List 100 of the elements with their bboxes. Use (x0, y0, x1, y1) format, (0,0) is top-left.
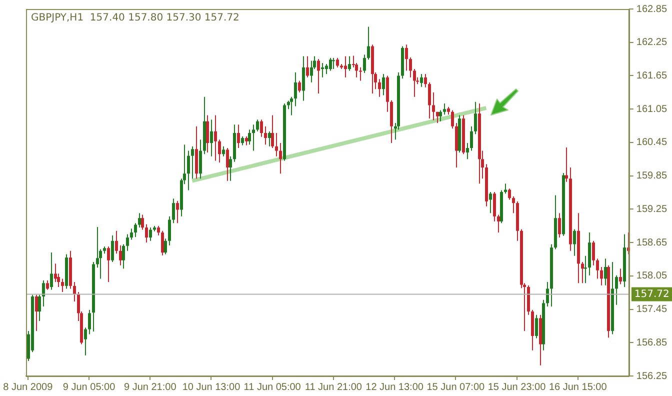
ref-line-label: 157.72 (634, 288, 670, 300)
candlestick (363, 54, 366, 74)
candlestick (382, 74, 385, 96)
candlestick (420, 74, 423, 88)
candlestick (439, 110, 442, 122)
candlestick (252, 124, 255, 152)
x-tick-label: 16 Jun 15:00 (548, 382, 608, 393)
candlestick (565, 146, 568, 182)
candlestick (275, 132, 278, 157)
candlestick (119, 244, 122, 266)
candlestick (493, 191, 496, 222)
x-tick-label: 8 Jun 2009 (3, 382, 54, 393)
candlestick (325, 64, 328, 75)
candlestick (600, 266, 603, 286)
candlestick (206, 114, 209, 153)
x-tick-label: 15 Jun 07:00 (426, 382, 485, 393)
candlestick (256, 119, 259, 132)
chart-title: GBPJPY,H1 157.40 157.80 157.30 157.72 (31, 12, 240, 24)
candlestick (332, 57, 335, 70)
candlestick (271, 114, 274, 149)
candlestick (157, 225, 160, 236)
candlestick (268, 130, 271, 147)
x-tick-label: 11 Jun 21:00 (304, 382, 362, 393)
candlestick (126, 234, 129, 252)
candlestick (260, 119, 263, 138)
candlestick (210, 119, 213, 157)
candlestick (290, 96, 293, 116)
candlestick (134, 222, 137, 238)
candlestick (35, 294, 38, 332)
candlestick (176, 200, 179, 224)
candlestick (581, 262, 584, 284)
x-tick-label: 11 Jun 05:00 (244, 382, 302, 393)
candlestick (237, 124, 240, 149)
candlestick (348, 56, 351, 72)
candlestick (191, 146, 194, 180)
candlestick (466, 142, 469, 160)
candlestick (264, 126, 267, 146)
candlestick (88, 309, 91, 335)
y-tick-label: 162.85 (636, 4, 668, 15)
y-tick-label: 161.05 (636, 104, 668, 115)
candlestick (294, 72, 297, 107)
candlestick (497, 214, 500, 234)
candlestick (619, 268, 622, 285)
candlestick (310, 60, 313, 83)
candlestick (317, 58, 320, 94)
candlestick (424, 74, 427, 88)
x-tick-label: 9 Jun 21:00 (124, 382, 177, 393)
candlestick (535, 314, 538, 339)
y-tick-label: 159.85 (636, 170, 668, 182)
y-tick-label: 159.25 (636, 204, 668, 215)
candlestick (42, 280, 45, 307)
x-tick-label: 15 Jun 23:00 (488, 382, 546, 393)
candlestick (302, 56, 305, 102)
candlestick (596, 258, 599, 280)
candlestick (367, 26, 370, 60)
candlestick (344, 56, 347, 78)
candlestick (546, 282, 549, 307)
candlestick (46, 280, 49, 290)
candlestick (413, 68, 416, 98)
y-tick-label: 157.45 (636, 304, 668, 316)
candlestick (558, 212, 561, 238)
candlestick (428, 82, 431, 120)
candlestick (298, 80, 301, 93)
candlestick (141, 214, 144, 230)
candlestick (214, 114, 217, 162)
candlestick (50, 252, 53, 290)
candlestick (584, 255, 587, 284)
candlestick (168, 216, 171, 246)
candlestick (226, 148, 229, 182)
y-tick-label: 158.05 (636, 270, 668, 282)
candlestick (359, 66, 362, 82)
candlestick (73, 282, 76, 302)
candlestick (61, 278, 64, 293)
candlestick (54, 263, 57, 283)
candlestick (451, 110, 454, 130)
candlestick (172, 198, 175, 224)
candlestick (604, 258, 607, 286)
x-tick-label: 9 Jun 05:00 (62, 382, 116, 393)
y-tick-label: 156.25 (636, 370, 668, 382)
y-tick-label: 158.65 (636, 237, 668, 248)
candlestick (474, 101, 477, 135)
candlestick (130, 228, 133, 240)
candlestick (38, 294, 41, 322)
candlestick (248, 129, 251, 146)
candlestick (187, 150, 190, 191)
candlestick (470, 126, 473, 152)
candlestick (306, 56, 309, 78)
candlestick (432, 92, 435, 121)
candlestick (573, 228, 576, 256)
candlestick (508, 188, 511, 200)
candlestick (145, 224, 148, 244)
y-tick-label: 162.25 (636, 37, 668, 48)
candlestick (336, 57, 339, 68)
candlestick (164, 238, 167, 255)
candlestick (161, 230, 164, 256)
candlestick (222, 146, 225, 157)
y-tick-label: 156.85 (636, 337, 668, 348)
candlestick (229, 156, 232, 182)
candlestick (405, 44, 408, 72)
candlestick (149, 227, 152, 242)
